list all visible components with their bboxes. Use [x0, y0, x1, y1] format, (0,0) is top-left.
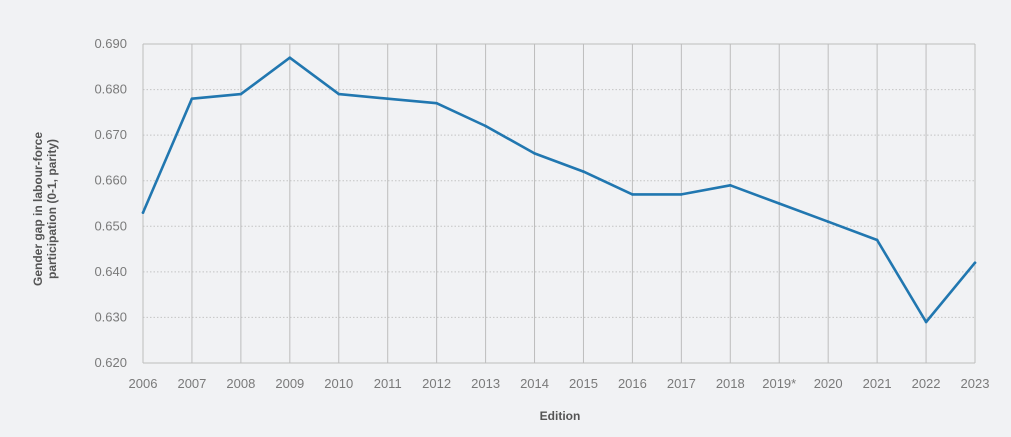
series-line	[141, 56, 977, 324]
series-layer	[141, 56, 977, 324]
data-point	[924, 320, 928, 324]
data-point	[777, 202, 781, 205]
x-axis-ticks: 2006 2007 2008 2009 2010 2011 2012 2013 2014 2015…	[129, 376, 990, 391]
data-point	[141, 211, 145, 214]
data-point	[680, 193, 683, 196]
x-tick-label: 2013	[471, 376, 500, 391]
y-tick-label: 0.660	[94, 173, 127, 188]
y-tick-label: 0.670	[94, 127, 127, 142]
y-tick-label: 0.690	[94, 36, 127, 51]
data-point	[631, 193, 634, 196]
x-tick-label: 2014	[520, 376, 549, 391]
y-tick-label: 0.650	[94, 218, 127, 233]
x-tick-label: 2017	[667, 376, 696, 391]
data-point	[728, 183, 732, 187]
x-tick-label: 2006	[129, 376, 158, 391]
x-tick-label: 2015	[569, 376, 598, 391]
grid	[142, 43, 976, 364]
x-tick-label: 2021	[863, 376, 892, 391]
data-point	[288, 56, 292, 59]
x-tick-label: 2010	[324, 376, 353, 391]
data-point	[582, 170, 585, 173]
y-axis-title-line-2: participation (0-1, parity)	[45, 139, 59, 279]
data-point	[435, 101, 438, 105]
data-point	[190, 97, 194, 100]
y-tick-label: 0.630	[94, 309, 127, 324]
y-axis-title-line-1: Gender gap in labour-force	[31, 132, 45, 286]
y-axis-ticks: 0.620 0.630 0.640 0.650 0.660 0.670 0.680 0.690	[94, 36, 127, 370]
x-tick-label: 2018	[716, 376, 745, 391]
x-tick-label: 2023	[961, 376, 990, 391]
x-tick-label: 2019*	[762, 376, 796, 391]
data-point	[826, 220, 830, 224]
x-tick-label: 2016	[618, 376, 647, 391]
data-point	[484, 124, 487, 128]
y-tick-label: 0.640	[94, 264, 127, 279]
x-tick-label: 2012	[422, 376, 451, 391]
x-tick-label: 2008	[226, 376, 255, 391]
x-tick-label: 2007	[177, 376, 206, 391]
y-tick-label: 0.680	[94, 82, 127, 97]
y-axis-title: Gender gap in labour-force participation…	[31, 132, 59, 286]
x-tick-label: 2022	[912, 376, 941, 391]
data-point	[337, 92, 341, 96]
x-axis-title: Edition	[540, 409, 581, 423]
data-point	[239, 92, 243, 96]
x-tick-label: 2009	[275, 376, 304, 391]
data-point	[386, 97, 390, 100]
x-tick-label: 2011	[374, 376, 402, 391]
data-point	[875, 238, 879, 242]
x-tick-label: 2020	[814, 376, 843, 391]
y-tick-label: 0.620	[94, 355, 127, 370]
data-point	[973, 261, 977, 265]
data-point	[533, 152, 536, 155]
